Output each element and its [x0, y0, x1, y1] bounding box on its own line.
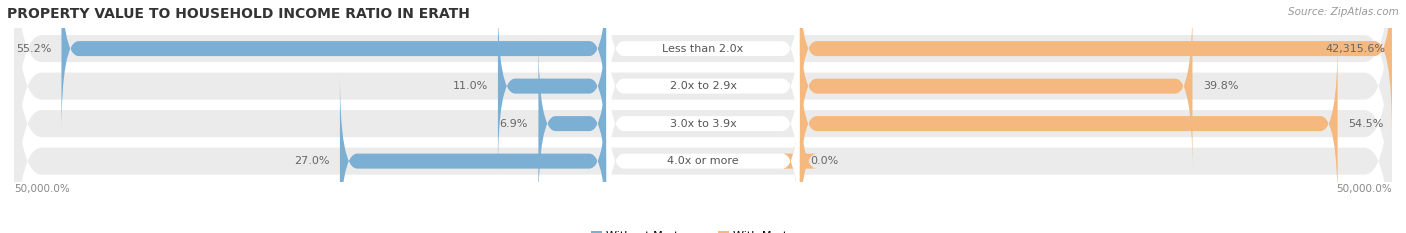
FancyBboxPatch shape: [14, 0, 1392, 223]
FancyBboxPatch shape: [14, 25, 1392, 233]
Text: Less than 2.0x: Less than 2.0x: [662, 44, 744, 54]
Text: 54.5%: 54.5%: [1348, 119, 1384, 129]
FancyBboxPatch shape: [14, 0, 1392, 185]
FancyBboxPatch shape: [538, 37, 606, 210]
Text: Source: ZipAtlas.com: Source: ZipAtlas.com: [1288, 7, 1399, 17]
FancyBboxPatch shape: [606, 0, 800, 135]
Text: 11.0%: 11.0%: [453, 81, 488, 91]
Text: 42,315.6%: 42,315.6%: [1324, 44, 1385, 54]
FancyBboxPatch shape: [782, 75, 817, 233]
FancyBboxPatch shape: [14, 0, 1392, 233]
Text: PROPERTY VALUE TO HOUSEHOLD INCOME RATIO IN ERATH: PROPERTY VALUE TO HOUSEHOLD INCOME RATIO…: [7, 7, 470, 21]
Text: 27.0%: 27.0%: [294, 156, 329, 166]
FancyBboxPatch shape: [800, 0, 1192, 172]
FancyBboxPatch shape: [800, 0, 1392, 135]
FancyBboxPatch shape: [340, 75, 606, 233]
FancyBboxPatch shape: [800, 37, 1337, 210]
Text: 50,000.0%: 50,000.0%: [14, 184, 70, 194]
Text: 50,000.0%: 50,000.0%: [1336, 184, 1392, 194]
Text: 3.0x to 3.9x: 3.0x to 3.9x: [669, 119, 737, 129]
Text: 2.0x to 2.9x: 2.0x to 2.9x: [669, 81, 737, 91]
Text: 4.0x or more: 4.0x or more: [668, 156, 738, 166]
FancyBboxPatch shape: [62, 0, 606, 135]
Text: 39.8%: 39.8%: [1202, 81, 1239, 91]
FancyBboxPatch shape: [498, 0, 606, 172]
Text: 0.0%: 0.0%: [810, 156, 838, 166]
Text: 55.2%: 55.2%: [15, 44, 51, 54]
Text: 6.9%: 6.9%: [499, 119, 529, 129]
FancyBboxPatch shape: [606, 37, 800, 210]
FancyBboxPatch shape: [606, 0, 800, 172]
Legend: Without Mortgage, With Mortgage: Without Mortgage, With Mortgage: [591, 231, 815, 233]
FancyBboxPatch shape: [606, 75, 800, 233]
